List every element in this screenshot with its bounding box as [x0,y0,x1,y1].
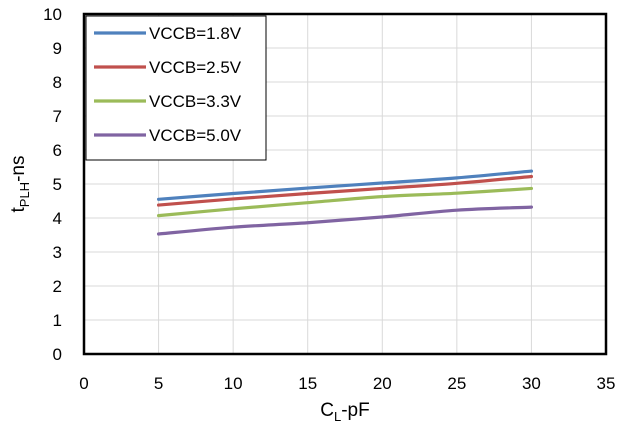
x-tick-label: 30 [522,374,541,393]
x-axis-title-subscript: L [334,409,341,424]
plot-frame [82,12,608,356]
y-axis-title: tPLH-ns [8,156,32,213]
y-tick-label: 7 [53,107,62,126]
y-tick-label: 5 [53,175,62,194]
y-axis-title-subscript: PLH [17,182,32,207]
x-tick-label: 15 [298,374,317,393]
x-tick-label: 0 [79,374,88,393]
series-line-2 [156,174,534,207]
x-axis-title-rest: -pF [341,400,370,421]
x-axis-title: CL-pF [320,400,369,424]
series-line-1 [156,169,534,201]
legend-label-1: VCCB=1.8V [149,24,242,43]
y-axis-title-main: t [8,206,29,212]
y-tick-label: 2 [53,277,62,296]
y-tick-label: 9 [53,39,62,58]
x-tick-label: 35 [597,374,616,393]
x-tick-label: 5 [154,374,163,393]
x-tick-labels: 0 5 10 15 20 25 30 35 [79,374,615,393]
legend-items: VCCB=1.8V VCCB=2.5V VCCB=3.3V VCCB=5.0V [94,24,242,145]
x-tick-label: 10 [224,374,243,393]
y-tick-labels: 0 1 2 3 4 5 6 7 8 9 10 [43,5,62,364]
legend: VCCB=1.8V VCCB=2.5V VCCB=3.3V VCCB=5.0V [85,15,267,161]
y-tick-label: 1 [53,311,62,330]
series-layer [156,169,534,236]
y-axis-title-rest: -ns [8,156,29,182]
x-axis-title-main: C [320,400,334,421]
y-tick-label: 10 [43,5,62,24]
legend-label-4: VCCB=5.0V [149,126,242,145]
series-line-3 [156,186,534,218]
legend-label-2: VCCB=2.5V [149,58,242,77]
y-tick-label: 3 [53,243,62,262]
y-tick-label: 4 [53,209,62,228]
legend-label-3: VCCB=3.3V [149,92,242,111]
x-tick-label: 20 [373,374,392,393]
y-tick-label: 6 [53,141,62,160]
series-line-4 [156,205,534,236]
y-tick-label: 0 [53,345,62,364]
y-tick-label: 8 [53,73,62,92]
x-tick-label: 25 [447,374,466,393]
